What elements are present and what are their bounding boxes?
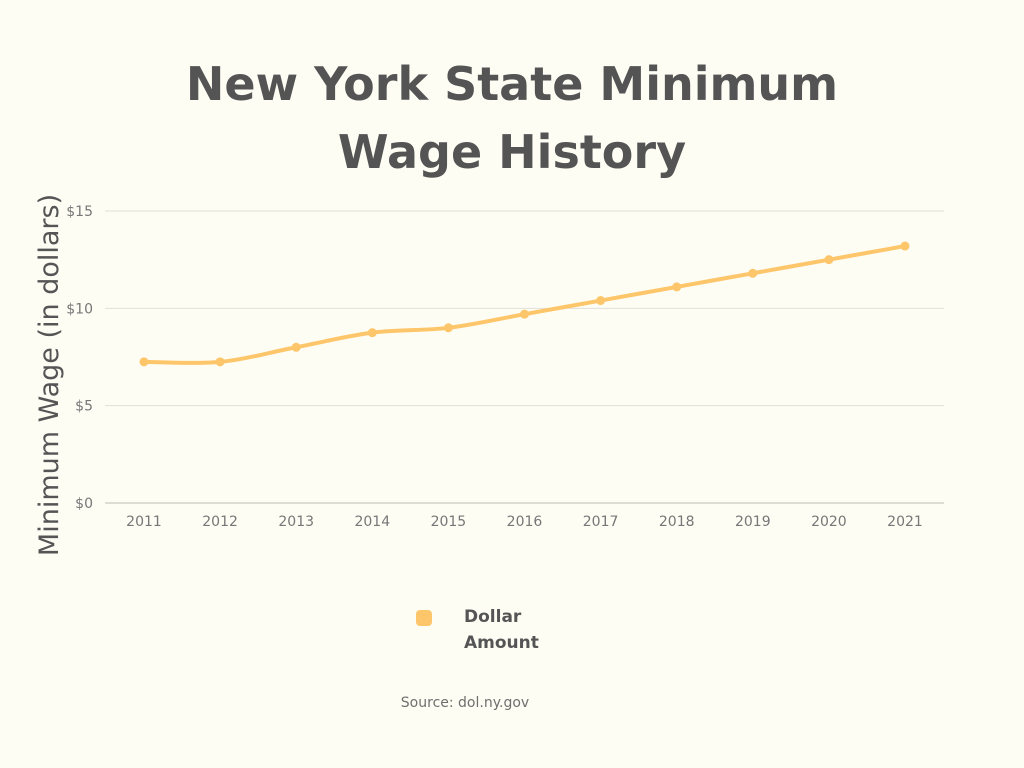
x-tick-label: 2015 bbox=[431, 514, 467, 530]
chart-title-line-2: Wage History bbox=[338, 125, 686, 179]
data-point bbox=[748, 268, 758, 278]
y-tick-labels: $0 $5 $10 $15 bbox=[66, 204, 93, 512]
x-tick-label: 2017 bbox=[583, 514, 619, 530]
x-tick-label: 2013 bbox=[278, 514, 314, 530]
x-tick-label: 2020 bbox=[811, 514, 847, 530]
x-tick-label: 2011 bbox=[126, 514, 162, 530]
x-tick-label: 2021 bbox=[887, 514, 923, 530]
gridlines bbox=[105, 210, 944, 504]
x-tick-label: 2012 bbox=[202, 514, 238, 530]
x-tick-label: 2014 bbox=[354, 514, 390, 530]
y-tick-label: $5 bbox=[75, 399, 93, 415]
y-tick-label: $0 bbox=[75, 496, 93, 512]
series-layer bbox=[139, 241, 910, 367]
data-point bbox=[596, 296, 606, 306]
y-tick-label: $15 bbox=[66, 204, 93, 220]
source-note: Source: dol.ny.gov bbox=[401, 695, 529, 711]
series-line bbox=[142, 244, 907, 365]
x-tick-label: 2016 bbox=[507, 514, 543, 530]
legend-label-line-2: Amount bbox=[464, 633, 539, 653]
data-point bbox=[367, 328, 377, 338]
data-point bbox=[520, 309, 529, 319]
data-point bbox=[291, 342, 301, 352]
x-tick-label: 2019 bbox=[735, 514, 771, 530]
data-point bbox=[215, 357, 225, 367]
data-point bbox=[139, 357, 149, 367]
legend-swatch bbox=[416, 610, 432, 626]
legend: Dollar Amount bbox=[416, 607, 539, 653]
y-tick-label: $10 bbox=[66, 301, 93, 317]
y-axis-label: Minimum Wage (in dollars) bbox=[34, 194, 65, 556]
data-point bbox=[900, 241, 910, 251]
x-tick-label: 2018 bbox=[659, 514, 695, 530]
data-point bbox=[824, 255, 834, 265]
chart-title-line-1: New York State Minimum bbox=[186, 57, 838, 111]
data-point bbox=[443, 323, 453, 333]
x-tick-labels: 2011 2012 2013 2014 2015 2016 2017 2018 2019 2020… bbox=[126, 514, 923, 530]
data-point bbox=[672, 282, 682, 292]
legend-label-line-1: Dollar bbox=[464, 607, 522, 627]
